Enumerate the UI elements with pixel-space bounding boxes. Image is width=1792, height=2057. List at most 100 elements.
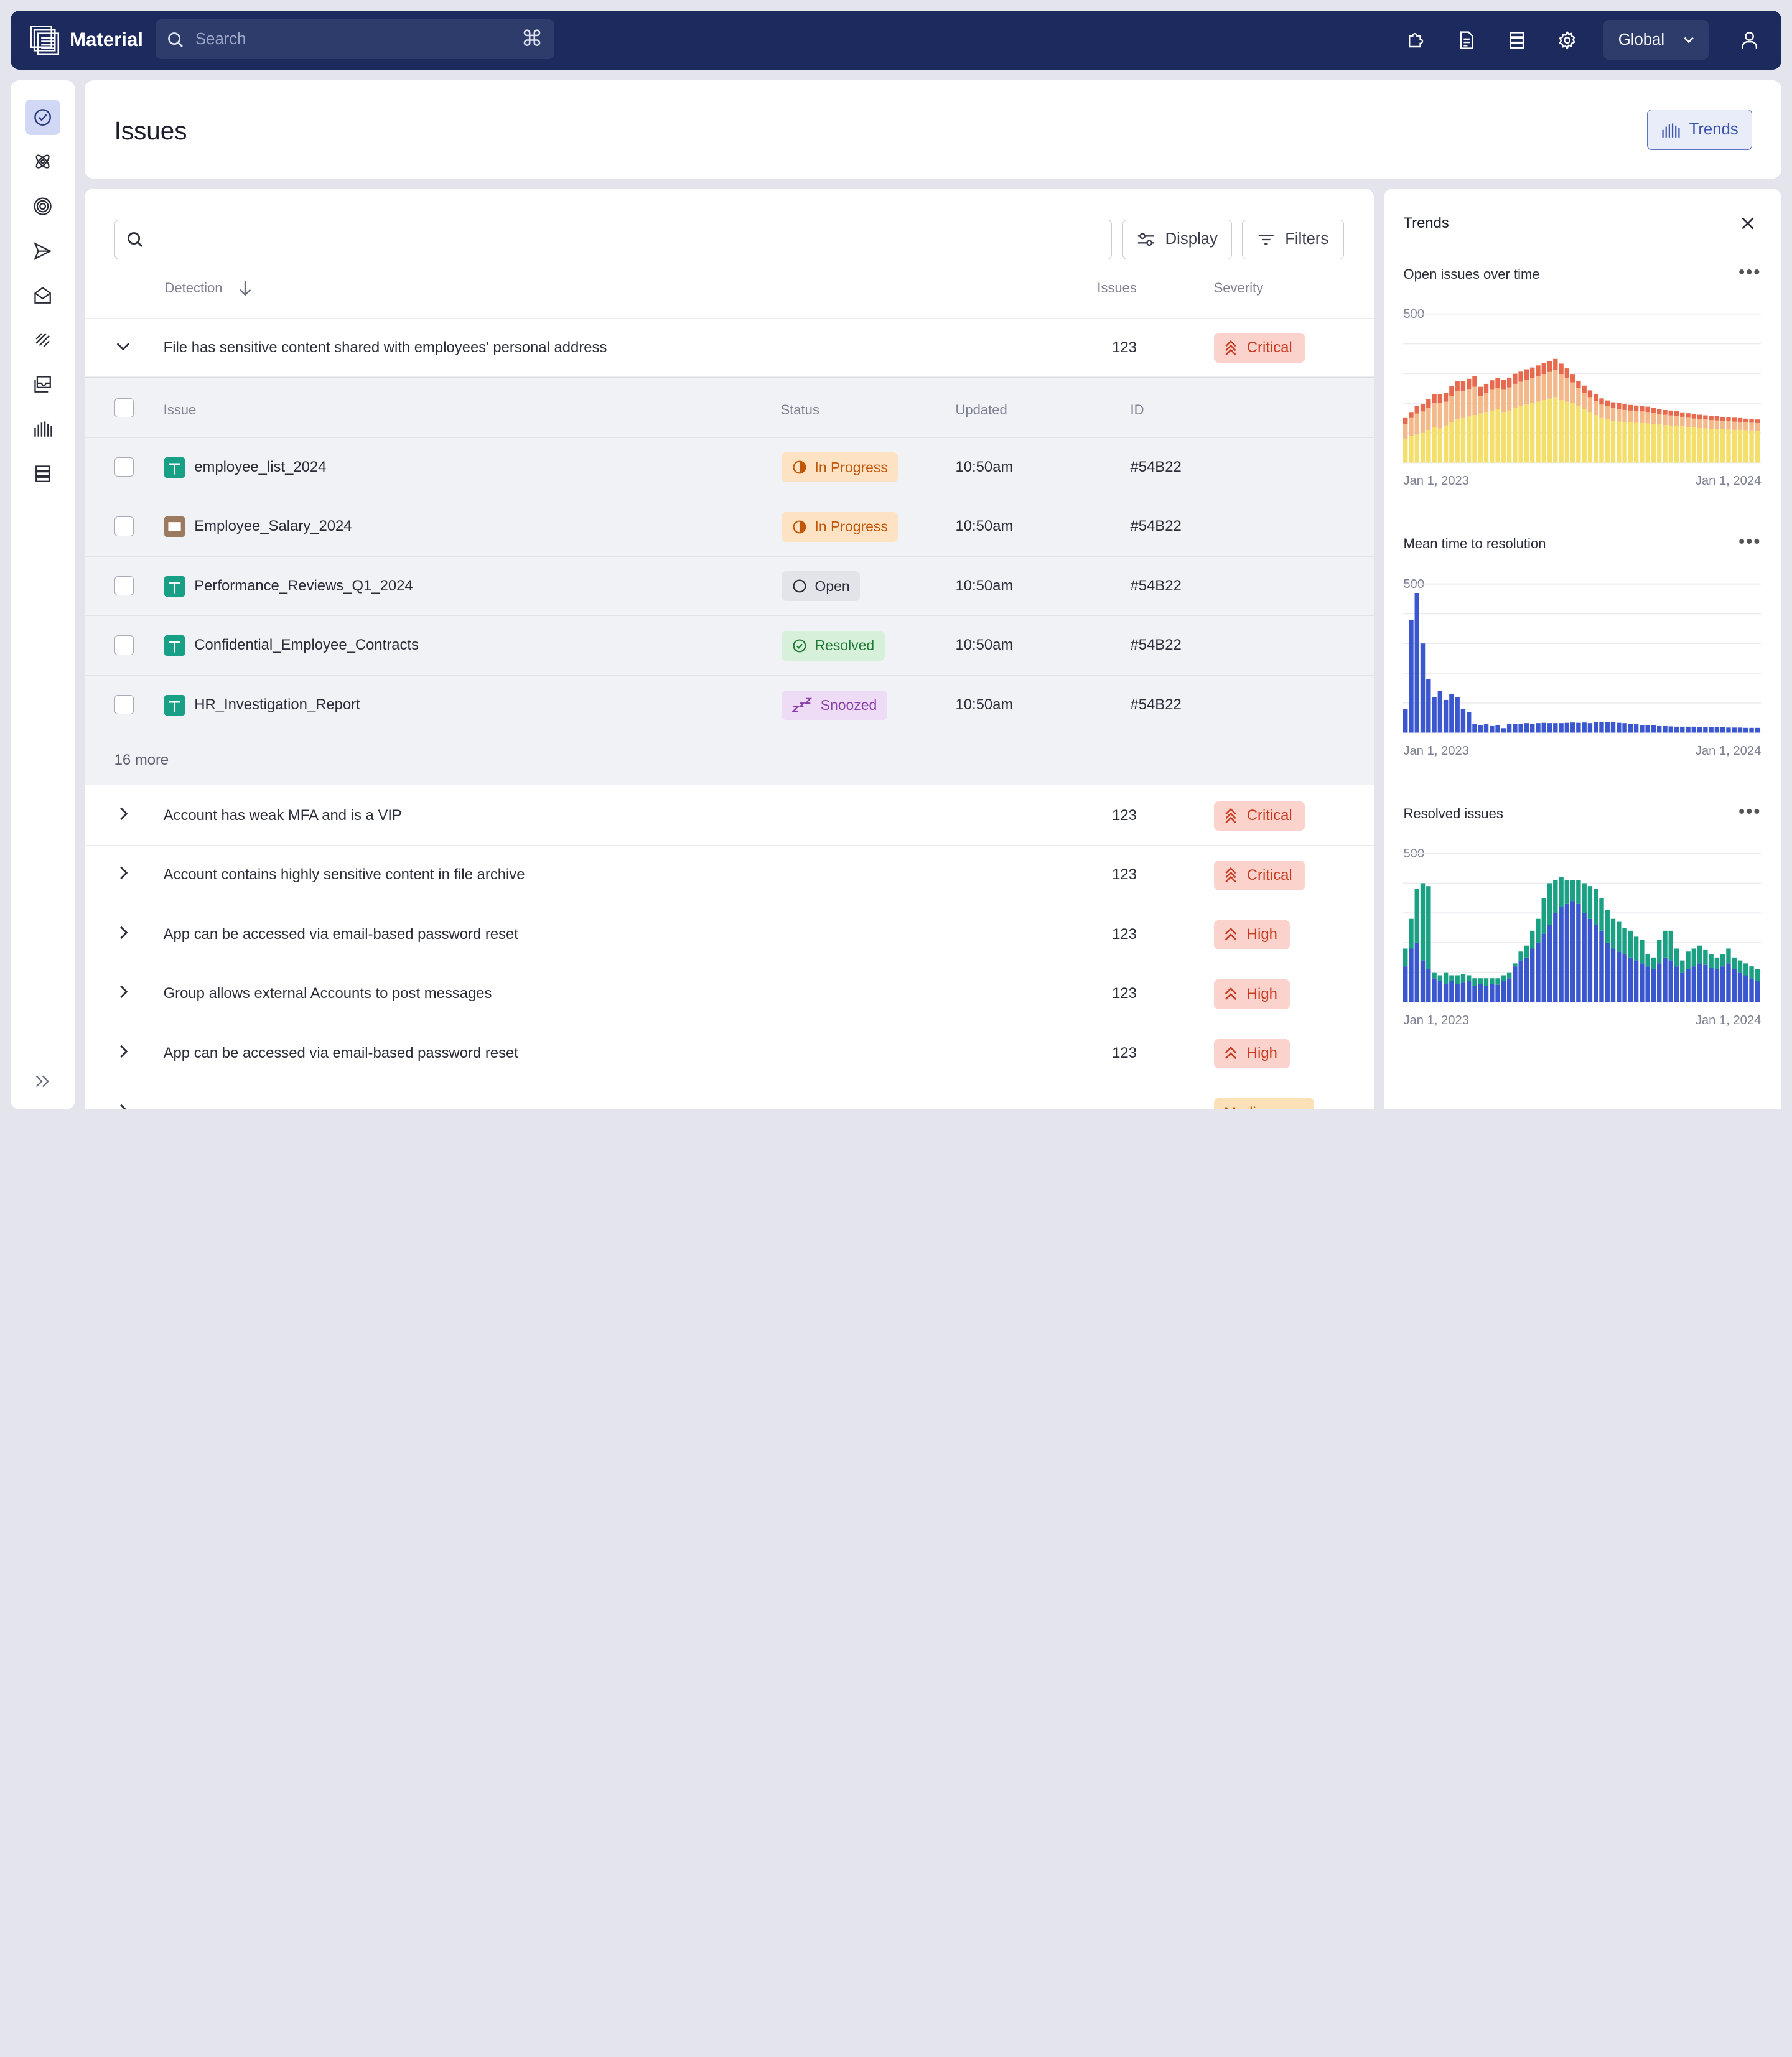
subcolumn-issue[interactable]: Issue xyxy=(163,401,197,417)
chart-bar-0-1-36 xyxy=(1611,408,1616,421)
chart-bar-1-0-28 xyxy=(1565,722,1570,733)
list-search[interactable] xyxy=(114,219,1113,259)
chart-bar-0-1-51 xyxy=(1697,419,1702,429)
search-input[interactable] xyxy=(195,30,510,49)
chart-bar-2-0-51 xyxy=(1697,963,1702,1002)
issue-name: Confidential_Employee_Contracts xyxy=(194,637,419,654)
row-checkbox[interactable] xyxy=(114,635,134,655)
scope-selector[interactable]: Global xyxy=(1603,20,1709,60)
chart-bar-0-0-42 xyxy=(1645,423,1651,463)
sidebar-item-reports[interactable] xyxy=(25,411,60,447)
table-row[interactable]: App can be accessed via email-based pass… xyxy=(84,1024,1374,1084)
column-issues[interactable]: Issues xyxy=(1097,279,1137,296)
table-row[interactable]: Account contains highly sensitive conten… xyxy=(84,846,1374,905)
chevron-right-icon[interactable] xyxy=(115,984,131,1000)
chevron-right-icon[interactable] xyxy=(115,806,131,822)
severity-label: Critical xyxy=(1246,807,1292,824)
filters-button[interactable]: Filters xyxy=(1242,219,1344,259)
x-tick-label: Jan 1, 2024 xyxy=(1695,1014,1762,1028)
updated-time: 10:50am xyxy=(955,637,1014,654)
status-label: Snoozed xyxy=(820,696,877,713)
sidebar-item-layout[interactable] xyxy=(25,456,60,492)
row-checkbox[interactable] xyxy=(114,694,134,715)
trends-button[interactable]: Trends xyxy=(1646,110,1752,150)
chart-title: Resolved issues xyxy=(1403,805,1503,821)
chart-bar-0-1-57 xyxy=(1732,421,1737,431)
app-logo[interactable]: Material xyxy=(29,24,143,56)
chart-bar-0-2-46 xyxy=(1668,411,1674,416)
chart-bar-0-0-59 xyxy=(1743,430,1748,463)
user-menu-button[interactable] xyxy=(1722,11,1777,70)
puzzle-button[interactable] xyxy=(1391,11,1441,70)
sidebar-item-atom[interactable] xyxy=(25,144,60,179)
chart-bar-0-2-30 xyxy=(1576,381,1582,389)
global-search[interactable]: ⌘ xyxy=(155,19,554,60)
issue-row[interactable]: Confidential_Employee_Contracts Resolved… xyxy=(84,615,1374,675)
column-severity[interactable]: Severity xyxy=(1213,279,1264,296)
close-icon[interactable] xyxy=(1740,216,1755,231)
chart-bar-2-0-38 xyxy=(1622,954,1628,1002)
row-checkbox[interactable] xyxy=(114,516,134,536)
more-options-icon[interactable]: ••• xyxy=(1738,531,1762,553)
table-row[interactable]: Group allows external Accounts to post m… xyxy=(84,964,1374,1024)
show-more-link[interactable]: 16 more xyxy=(114,751,169,768)
chart-bar-0-2-35 xyxy=(1605,401,1610,407)
chart-title: Open issues over time xyxy=(1403,266,1540,282)
sidebar-item-mail[interactable] xyxy=(25,278,60,313)
chevron-right-icon[interactable] xyxy=(115,865,131,881)
status-badge: Open xyxy=(782,571,861,602)
display-button[interactable]: Display xyxy=(1122,219,1232,259)
chart-bar-0-0-6 xyxy=(1438,428,1443,463)
severity-label: Medium xyxy=(1224,1104,1277,1110)
chart-bar-0-1-26 xyxy=(1553,370,1558,398)
issue-row[interactable]: Performance_Reviews_Q1_2024 Open 10:50am… xyxy=(84,556,1374,616)
chart-bar-1-0-18 xyxy=(1507,724,1512,733)
sidebar-item-inbox[interactable] xyxy=(25,367,60,403)
subcolumn-id[interactable]: ID xyxy=(1130,401,1144,417)
chart-bar-0-1-3 xyxy=(1421,411,1426,434)
subcolumn-updated[interactable]: Updated xyxy=(955,401,1007,417)
table-row[interactable]: Medium xyxy=(85,1083,1374,1110)
chart-bar-0-0-10 xyxy=(1461,418,1466,463)
sidebar-expand-button[interactable] xyxy=(25,1064,60,1099)
table-row[interactable]: App can be accessed via email-based pass… xyxy=(84,905,1374,965)
chevron-right-icon[interactable] xyxy=(115,1043,131,1060)
chart-bar-0-1-21 xyxy=(1524,380,1529,405)
display-button-label: Display xyxy=(1165,230,1218,248)
sidebar-item-issues[interactable] xyxy=(25,99,61,135)
chevron-right-icon[interactable] xyxy=(115,1103,131,1110)
column-detection[interactable]: Detection xyxy=(164,280,252,296)
chart-bar-1-0-57 xyxy=(1732,727,1737,733)
row-checkbox[interactable] xyxy=(114,576,134,596)
chart-bar-1-0-37 xyxy=(1617,722,1622,733)
sidebar-item-strokes[interactable] xyxy=(25,322,60,358)
more-options-icon[interactable]: ••• xyxy=(1738,801,1762,822)
more-options-icon[interactable]: ••• xyxy=(1738,261,1762,282)
chart-bar-2-1-50 xyxy=(1692,948,1697,967)
issue-row[interactable]: HR_Investigation_Report Snoozed 10:50am … xyxy=(84,674,1374,735)
issue-row[interactable]: Employee_Salary_2024 In Progress 10:50am… xyxy=(84,497,1374,556)
subcolumn-status[interactable]: Status xyxy=(780,401,819,417)
chart-bar-1-0-24 xyxy=(1541,722,1547,733)
settings-button[interactable] xyxy=(1542,11,1592,70)
table-row[interactable]: File has sensitive content shared with e… xyxy=(84,317,1374,378)
page-title: Issues xyxy=(114,116,187,146)
select-all-checkbox[interactable] xyxy=(114,398,134,418)
issue-row[interactable]: employee_list_2024 In Progress 10:50am #… xyxy=(84,437,1374,497)
chevron-down-icon[interactable] xyxy=(115,338,131,354)
sidebar-item-send[interactable] xyxy=(25,233,60,269)
table-row[interactable]: Account has weak MFA and is a VIP 123 Cr… xyxy=(84,786,1374,846)
document-button[interactable] xyxy=(1441,11,1491,70)
chart-bar-2-0-22 xyxy=(1530,948,1535,1002)
chart-bar-2-1-9 xyxy=(1455,975,1460,985)
chart-bar-2-0-25 xyxy=(1547,925,1552,1002)
chart-bar-2-1-31 xyxy=(1582,883,1587,913)
chevron-right-icon[interactable] xyxy=(115,925,131,941)
chart-bar-0-1-42 xyxy=(1645,412,1651,424)
chart-bar-0-0-16 xyxy=(1495,409,1501,463)
filters-button-label: Filters xyxy=(1285,230,1329,248)
row-checkbox[interactable] xyxy=(114,457,134,477)
layers-button[interactable] xyxy=(1491,11,1542,70)
chart-bar-1-0-39 xyxy=(1628,723,1633,733)
sidebar-item-target[interactable] xyxy=(25,189,60,224)
